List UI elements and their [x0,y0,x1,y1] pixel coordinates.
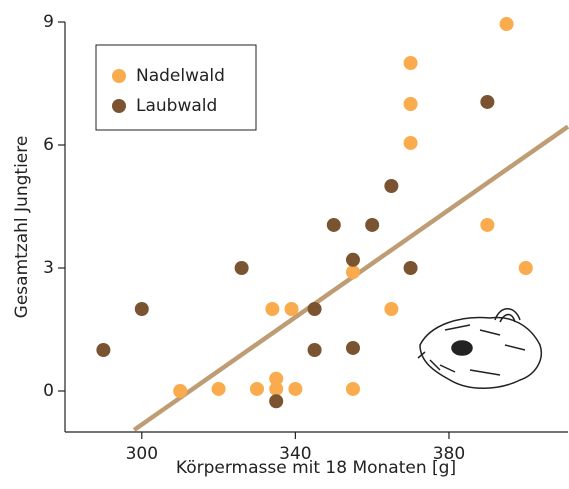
legend-label: Laubwald [136,96,217,116]
data-point [518,261,533,275]
x-tick-label: 340 [279,444,311,464]
x-axis-label: Körpermasse mit 18 Monaten [g] [176,458,456,478]
data-point [269,394,284,409]
data-point [480,94,495,109]
data-point [384,302,399,316]
data-point [345,381,360,396]
data-point [211,381,226,396]
data-point [326,217,341,232]
data-point [307,302,322,316]
data-point [499,17,514,32]
data-point [345,265,360,280]
data-point [134,302,149,316]
data-point [403,56,418,70]
data-point [345,340,360,355]
data-point [269,381,284,396]
x-tick-label: 300 [126,444,158,464]
data-point [288,381,303,396]
y-tick-label: 9 [43,12,54,32]
data-point [173,384,188,398]
data-point [284,302,299,316]
y-tick-label: 6 [43,135,54,155]
y-tick-label: 3 [43,258,54,278]
data-point [345,252,360,267]
data-point [365,217,380,232]
data-point [307,343,322,357]
legend-marker [112,99,126,113]
data-point [384,179,399,193]
data-point [403,261,418,275]
y-axis-label: Gesamtzahl Jungtiere [12,136,32,319]
data-point [234,261,249,275]
data-point [269,371,284,386]
data-point [403,135,418,150]
data-point [480,217,495,232]
data-point [249,381,264,396]
y-tick-label: 0 [43,381,54,401]
data-point [96,343,111,357]
vole-sketch [417,308,542,389]
data-point [265,302,280,316]
legend-box [95,44,257,131]
x-tick-label: 380 [433,444,465,464]
legend-marker [112,69,126,83]
data-point [403,97,418,111]
legend-label: Nadelwald [136,66,225,86]
